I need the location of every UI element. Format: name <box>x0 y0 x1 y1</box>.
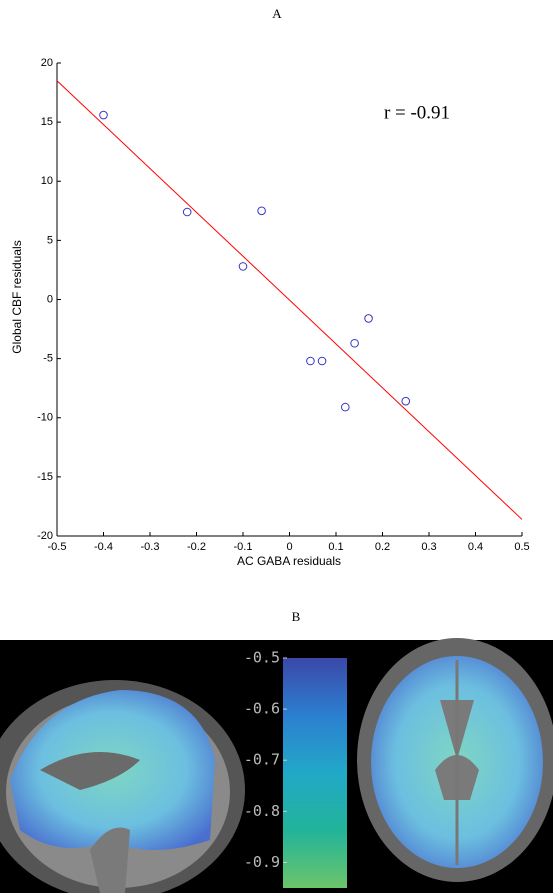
colorbar-tick-label: -0.7 <box>244 751 280 769</box>
y-tick-label: 20 <box>41 57 53 69</box>
y-tick-label: 15 <box>41 116 53 128</box>
point <box>257 206 266 216</box>
y-tick-label: 0 <box>47 293 53 305</box>
x-tick-label: -0.1 <box>234 541 253 553</box>
point <box>364 314 373 323</box>
point <box>238 262 248 271</box>
x-tick-label: -0.3 <box>141 541 160 553</box>
point <box>401 396 411 406</box>
trend-line <box>56 80 523 520</box>
axial-brain <box>357 638 553 882</box>
y-tick-label: 10 <box>41 175 53 187</box>
point <box>317 356 327 366</box>
x-tick-label: 0 <box>286 541 292 553</box>
point <box>350 338 359 348</box>
colorbar-tick-label: -0.5 <box>244 649 280 667</box>
colorbar-tick-label: -0.9 <box>244 853 280 871</box>
colorbar-tick-label: -0.6 <box>244 700 280 718</box>
panel-label: B <box>292 609 301 624</box>
y-axis-label: Global CBF residuals <box>10 240 24 353</box>
x-tick-label: -0.2 <box>187 541 206 553</box>
x-axis-label: AC GABA residuals <box>237 554 341 568</box>
point <box>182 207 192 217</box>
y-tick-label: 5 <box>47 234 53 246</box>
x-tick-label: 0.4 <box>468 541 483 553</box>
sagittal-brain <box>0 680 245 893</box>
x-tick-label: -0.5 <box>48 541 67 553</box>
annotation: r = -0.91 <box>384 102 450 123</box>
panel-label: A <box>272 6 282 21</box>
colorbar-tick-label: -0.8 <box>244 802 280 820</box>
x-tick-label: 0.3 <box>421 541 436 553</box>
x-tick-label: 0.5 <box>514 541 529 553</box>
point <box>99 110 108 120</box>
y-tick-label: -20 <box>37 530 53 542</box>
y-tick-label: -10 <box>37 412 53 424</box>
x-tick-label: 0.1 <box>328 541 343 553</box>
x-tick-label: -0.4 <box>94 541 113 553</box>
colorbar <box>283 658 347 888</box>
point <box>341 402 350 412</box>
x-tick-label: 0.2 <box>375 541 390 553</box>
point <box>306 356 315 366</box>
y-tick-label: -5 <box>43 353 53 365</box>
y-tick-label: -15 <box>37 471 53 483</box>
